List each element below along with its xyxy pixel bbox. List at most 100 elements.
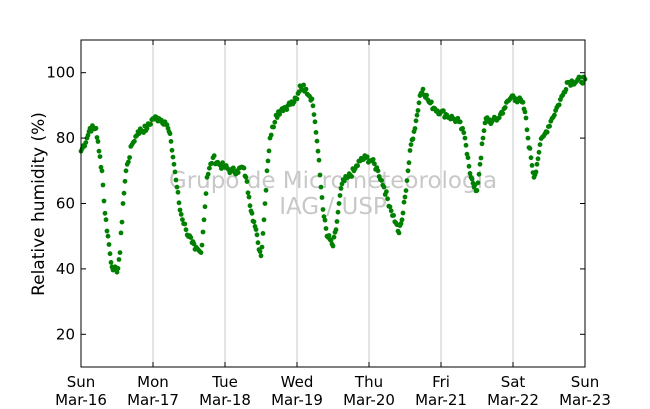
data-point (268, 132, 274, 138)
data-point (85, 132, 91, 138)
data-point (405, 168, 411, 174)
data-point (102, 210, 108, 216)
x-tick-label-day: Sun (571, 373, 600, 391)
data-point (203, 191, 209, 197)
data-point (326, 233, 332, 238)
data-point (172, 169, 178, 175)
x-tick-label-day: Sun (67, 373, 96, 391)
x-tick-label-day: Tue (211, 373, 238, 391)
data-point (255, 240, 261, 246)
data-point (97, 154, 103, 160)
data-point (563, 87, 569, 92)
data-point (244, 179, 250, 184)
data-point (117, 250, 123, 256)
data-point (176, 200, 182, 206)
data-point (272, 119, 278, 125)
data-point (399, 217, 405, 223)
x-tick-label-date: Mar-20 (343, 391, 395, 409)
data-point (441, 108, 446, 114)
data-point (321, 214, 327, 220)
data-point (118, 230, 124, 236)
x-axis: SunMar-16MonMar-17TueMar-18WedMar-19ThuM… (55, 40, 611, 409)
x-tick-label-date: Mar-21 (415, 391, 467, 409)
data-point (317, 172, 323, 178)
data-point (170, 154, 176, 160)
data-point (388, 208, 394, 214)
data-point (527, 146, 533, 151)
data-point (334, 219, 340, 224)
data-point (412, 126, 418, 131)
data-point (406, 160, 412, 166)
data-point (420, 86, 426, 92)
data-point (349, 174, 354, 179)
data-point (402, 194, 408, 200)
data-point (291, 99, 297, 105)
x-tick-label-day: Sat (501, 373, 526, 391)
data-point (257, 249, 263, 254)
data-point (529, 163, 535, 168)
data-point (481, 128, 487, 134)
data-point (220, 160, 226, 166)
data-point (148, 121, 154, 127)
data-point (415, 108, 421, 113)
data-point (263, 187, 269, 193)
data-point (312, 119, 318, 125)
data-point (114, 269, 120, 275)
data-point (424, 92, 429, 98)
data-point (337, 193, 343, 198)
data-point (211, 153, 217, 159)
data-point (108, 260, 114, 265)
data-point (364, 154, 370, 160)
data-point (182, 221, 188, 227)
data-point (258, 253, 264, 259)
data-point (414, 112, 420, 118)
data-point (235, 170, 241, 176)
data-point (103, 217, 109, 223)
data-point (99, 168, 105, 174)
watermark-line-2: IAG / USP (279, 194, 387, 220)
data-point (469, 176, 475, 182)
data-point (177, 207, 183, 213)
data-point (101, 198, 107, 204)
data-point (467, 171, 473, 176)
x-tick-label-day: Thu (354, 373, 383, 391)
data-point (315, 148, 321, 154)
data-point (125, 159, 131, 165)
y-tick-label: 80 (56, 129, 75, 147)
data-point (261, 217, 267, 223)
y-tick-label: 60 (56, 195, 75, 213)
x-tick-label-day: Wed (281, 373, 314, 391)
data-point (314, 138, 320, 144)
data-point (107, 251, 113, 257)
data-point (247, 203, 253, 209)
data-point (413, 118, 419, 124)
data-point (477, 161, 483, 167)
data-point (475, 180, 481, 186)
data-point (396, 230, 402, 236)
data-point (93, 125, 99, 131)
data-point (400, 210, 406, 216)
data-point (209, 160, 215, 166)
data-point (404, 178, 410, 184)
data-point (462, 135, 468, 141)
data-point (254, 232, 260, 238)
data-point (552, 112, 557, 118)
data-point (401, 199, 407, 205)
data-point (528, 155, 534, 161)
data-point (183, 227, 189, 233)
data-point (476, 171, 482, 177)
data-point (243, 174, 249, 180)
data-point (266, 148, 272, 154)
data-point (202, 204, 208, 210)
data-point (330, 243, 336, 249)
data-point (245, 190, 251, 196)
data-point (199, 242, 205, 248)
data-point (398, 221, 404, 226)
data-point (375, 168, 381, 174)
data-point (188, 235, 194, 240)
data-point (537, 142, 543, 148)
data-point (479, 141, 485, 147)
y-axis: 20 40 60 80 100 (46, 64, 585, 343)
data-point (121, 190, 127, 196)
data-point (144, 125, 150, 131)
